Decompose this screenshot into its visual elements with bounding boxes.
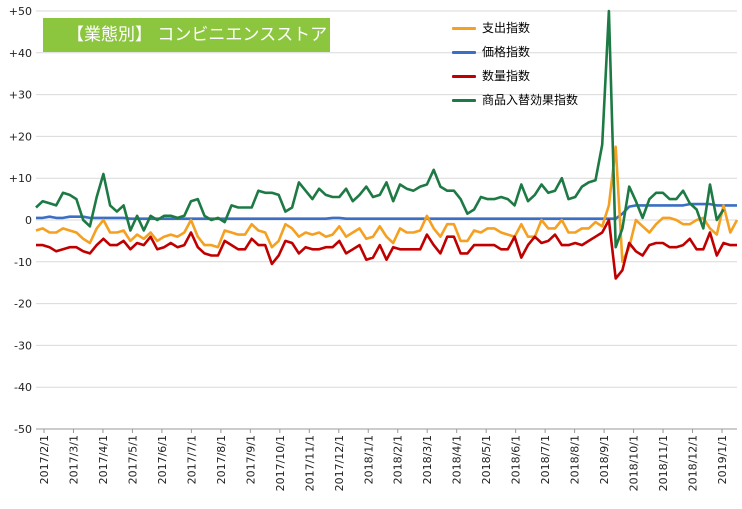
x-tick-label: 2019/1/1	[716, 435, 729, 484]
x-tick-label: 2017/10/1	[274, 435, 287, 491]
legend-swatch	[452, 75, 476, 78]
x-tick-label: 2017/11/1	[303, 435, 316, 491]
y-tick-label: +20	[9, 130, 32, 143]
x-tick-label: 2018/10/1	[628, 435, 641, 491]
legend-item: 価格指数	[452, 42, 578, 66]
x-tick-label: 2017/2/1	[38, 435, 51, 484]
x-axis: 2017/2/1 2017/3/1 2017/4/1 2017/5/1 2017/6/1…	[36, 428, 737, 491]
legend-swatch	[452, 99, 476, 102]
legend: 支出指数価格指数数量指数商品入替効果指数	[452, 18, 578, 114]
x-tick-label: 2018/6/1	[510, 435, 523, 484]
y-tick-label: -20	[14, 298, 32, 311]
x-tick-label: 2018/3/1	[421, 435, 434, 484]
y-tick-label: 0	[25, 214, 32, 227]
legend-label: 支出指数	[482, 21, 531, 35]
series-line	[35, 9, 725, 249]
x-tick-label: 2017/3/1	[67, 435, 80, 484]
x-tick-label: 2018/12/1	[687, 435, 700, 491]
x-tick-label: 2018/4/1	[451, 435, 464, 484]
x-tick-label: 2017/7/1	[185, 435, 198, 484]
x-tick-label: 2017/8/1	[215, 435, 228, 484]
x-tick-label: 2017/12/1	[333, 435, 346, 491]
legend-item: 数量指数	[452, 66, 578, 90]
legend-item: 支出指数	[452, 18, 578, 42]
legend-label: 商品入替効果指数	[482, 93, 579, 107]
series-lines	[35, 9, 739, 280]
y-tick-label: +10	[9, 172, 32, 185]
y-tick-label: -30	[14, 339, 32, 352]
y-tick-label: +40	[9, 47, 32, 60]
x-tick-label: 2018/1/1	[362, 435, 375, 484]
x-tick-label: 2018/11/1	[657, 435, 670, 491]
series-line	[35, 145, 739, 264]
x-tick-label: 2018/8/1	[569, 435, 582, 484]
legend-swatch	[452, 27, 476, 30]
x-tick-label: 2018/9/1	[598, 435, 611, 484]
y-tick-label: +30	[9, 89, 32, 102]
legend-label: 数量指数	[482, 69, 531, 83]
y-tick-label: -50	[14, 423, 32, 436]
y-tick-label: -10	[14, 256, 32, 269]
x-tick-label: 2017/6/1	[156, 435, 169, 484]
chart-title: 【業態別】 コンビニエンスストア	[43, 18, 330, 52]
y-axis: +50 +40 +30 +20 +10 0 -10 -20 -30 -40 -50	[9, 5, 32, 436]
x-tick-label: 2017/9/1	[244, 435, 257, 484]
x-tick-label: 2018/5/1	[480, 435, 493, 484]
series-line	[36, 202, 737, 220]
x-tick-label: 2018/7/1	[539, 435, 552, 484]
y-tick-label: -40	[14, 381, 32, 394]
x-tick-label: 2018/2/1	[392, 435, 405, 484]
x-tick-label: 2017/5/1	[126, 435, 139, 484]
x-tick-label: 2017/4/1	[97, 435, 110, 484]
legend-swatch	[452, 51, 476, 54]
legend-label: 価格指数	[482, 45, 531, 59]
series-line	[36, 218, 737, 280]
legend-item: 商品入替効果指数	[452, 90, 578, 114]
y-tick-label: +50	[9, 5, 32, 18]
